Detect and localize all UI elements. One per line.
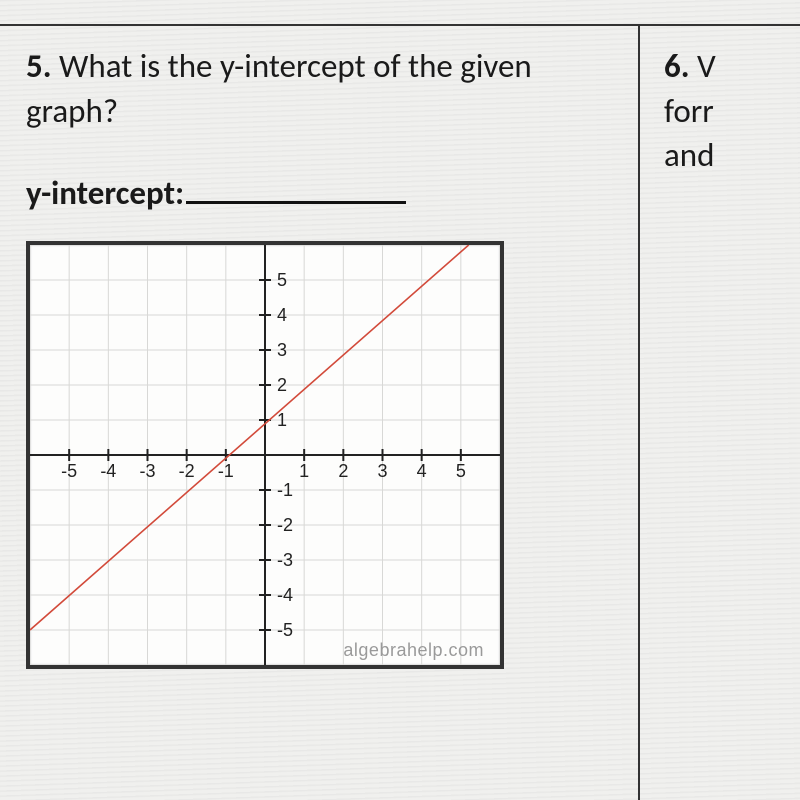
svg-text:-5: -5 bbox=[61, 461, 77, 481]
svg-text:2: 2 bbox=[338, 461, 348, 481]
svg-text:3: 3 bbox=[277, 340, 287, 360]
svg-text:5: 5 bbox=[456, 461, 466, 481]
svg-text:-4: -4 bbox=[277, 585, 293, 605]
answer-blank[interactable] bbox=[186, 193, 406, 204]
table-row: 5. What is the y-intercept of the given … bbox=[0, 26, 800, 800]
page: 5. What is the y-intercept of the given … bbox=[0, 0, 800, 800]
svg-text:3: 3 bbox=[377, 461, 387, 481]
svg-text:2: 2 bbox=[277, 375, 287, 395]
svg-text:4: 4 bbox=[417, 461, 427, 481]
question-5-text: 5. What is the y-intercept of the given … bbox=[26, 44, 614, 133]
question-6-partial: V bbox=[697, 46, 716, 86]
svg-text:-2: -2 bbox=[179, 461, 195, 481]
question-5-cell: 5. What is the y-intercept of the given … bbox=[0, 26, 640, 800]
svg-text:-4: -4 bbox=[100, 461, 116, 481]
svg-text:-5: -5 bbox=[277, 620, 293, 640]
question-number: 5. bbox=[26, 46, 52, 86]
svg-text:-1: -1 bbox=[277, 480, 293, 500]
question-6-number: 6. bbox=[664, 46, 690, 86]
question-body: What is the y-intercept of the given gra… bbox=[26, 46, 532, 131]
graph-svg: -5-4-3-2-11234554321-1-2-3-4-5 bbox=[30, 245, 500, 665]
question-6-text: 6. V bbox=[664, 44, 800, 89]
answer-prompt: y-intercept: bbox=[26, 173, 614, 213]
svg-text:-3: -3 bbox=[139, 461, 155, 481]
graph-container: -5-4-3-2-11234554321-1-2-3-4-5 algebrahe… bbox=[26, 241, 504, 669]
svg-text:-2: -2 bbox=[277, 515, 293, 535]
graph-watermark: algebrahelp.com bbox=[343, 640, 484, 661]
question-6-cell: 6. V forr and bbox=[640, 26, 800, 800]
answer-label: y-intercept: bbox=[26, 173, 184, 213]
svg-text:1: 1 bbox=[299, 461, 309, 481]
svg-text:-3: -3 bbox=[277, 550, 293, 570]
question-6-line2: forr bbox=[664, 89, 800, 134]
question-6-line3: and bbox=[664, 133, 800, 178]
svg-text:4: 4 bbox=[277, 305, 287, 325]
svg-text:1: 1 bbox=[277, 410, 287, 430]
svg-text:5: 5 bbox=[277, 270, 287, 290]
